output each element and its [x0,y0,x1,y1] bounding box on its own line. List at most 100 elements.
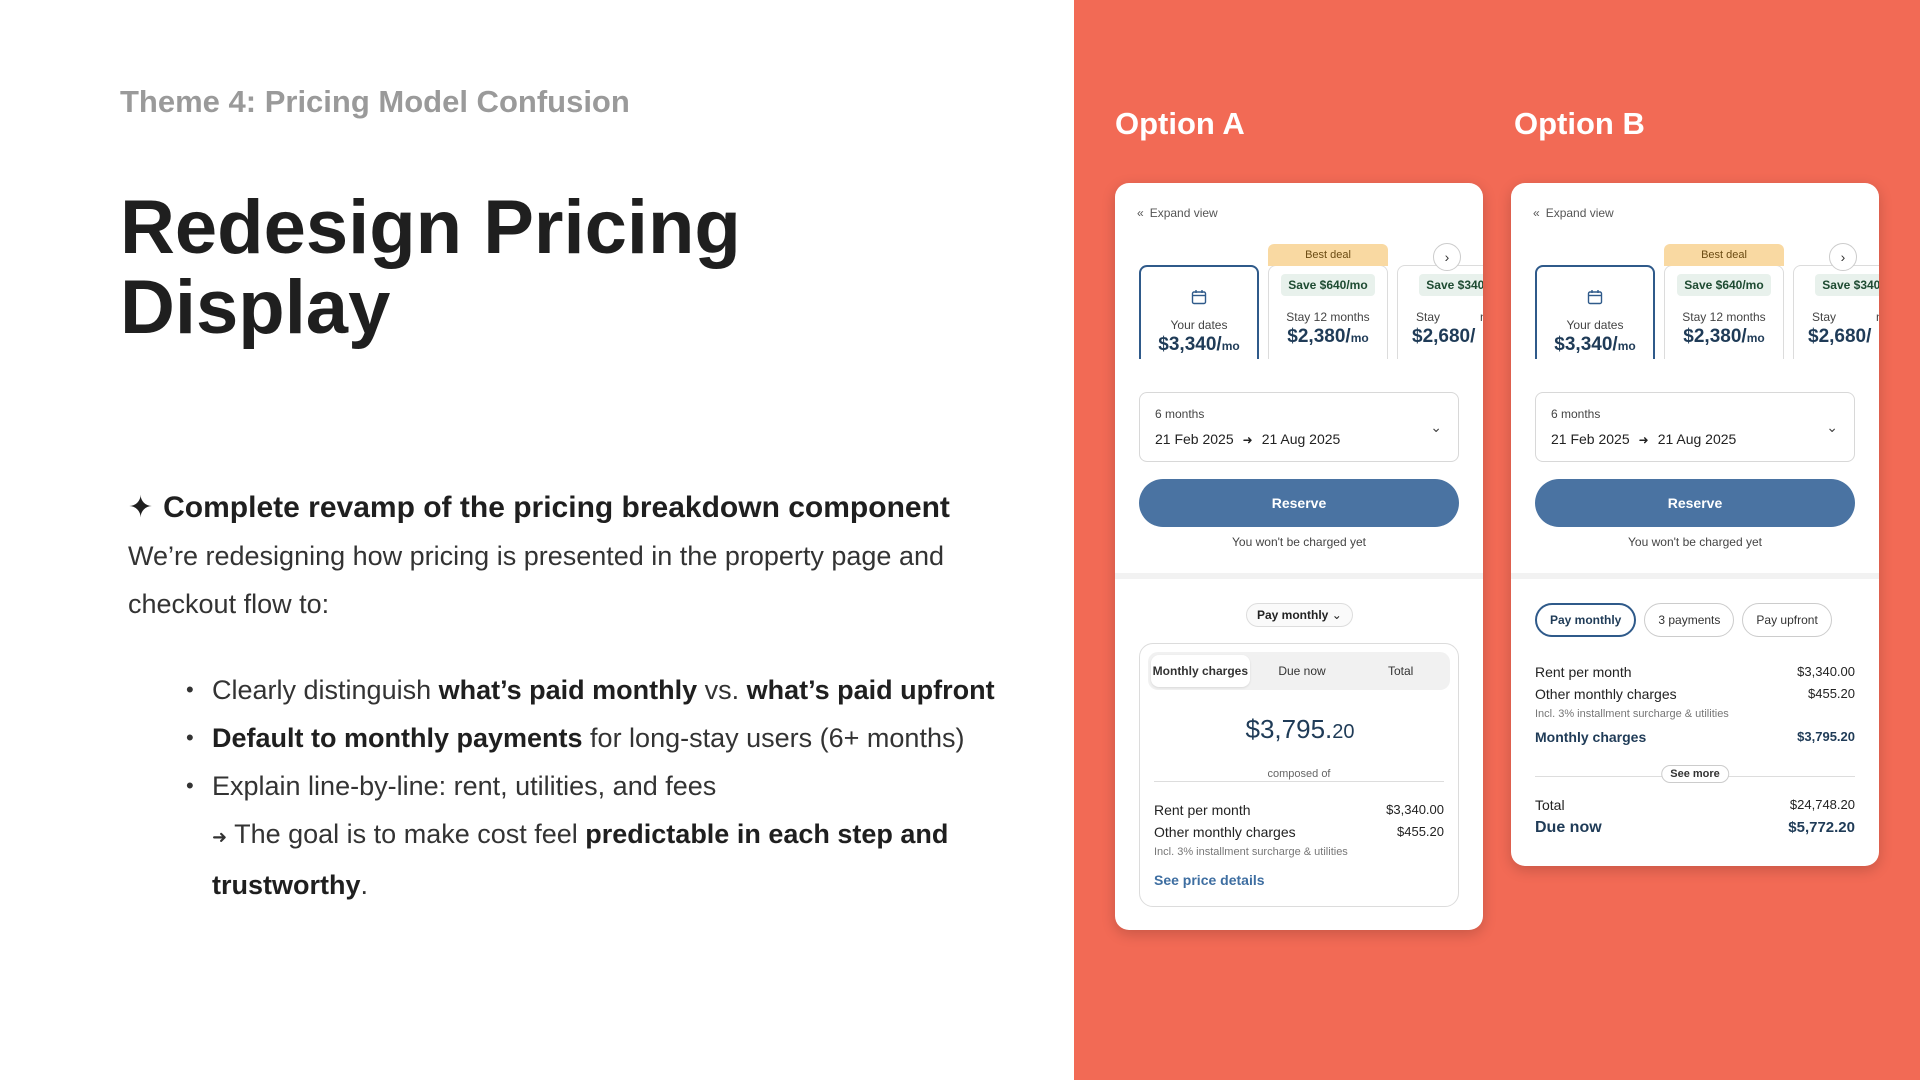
rent-value: $3,340.00 [1797,664,1855,679]
other-charges-label: Other monthly charges [1154,824,1296,840]
double-chevron-left-icon: « [1533,206,1540,220]
bullet-text: Clearly distinguish [212,675,439,705]
expand-view-link[interactable]: « Expand view [1533,206,1614,220]
rent-row: Rent per month $3,340.00 [1154,802,1444,818]
pay-monthly-dropdown[interactable]: Pay monthly ⌄ [1246,603,1353,627]
other-charges-row: Other monthly charges $455.20 [1154,824,1444,840]
charges-breakdown: Monthly charges Due now Total $3,795.20 … [1139,643,1459,907]
charges-tabs: Monthly charges Due now Total [1148,652,1450,690]
other-charges-label: Other monthly charges [1535,686,1677,702]
date-range: 21 Feb 2025 ➜ 21 Aug 2025 [1551,431,1736,447]
tile-price-unit: mo [1746,331,1765,345]
due-now-label: Due now [1535,819,1602,836]
bullet-bold: Default to monthly payments [212,723,583,753]
tile-your-dates[interactable]: Your dates $3,340/mo [1535,265,1655,359]
next-tiles-button[interactable]: › [1829,243,1857,271]
tile-third-option[interactable]: Save $340/ Stay nt $2,680/ [1397,265,1483,359]
amount-cents: 20 [1332,721,1355,743]
chevron-down-icon: ⌄ [1331,608,1342,622]
date-selector[interactable]: 6 months 21 Feb 2025 ➜ 21 Aug 2025 ⌄ [1139,392,1459,462]
monthly-charges-value: $3,795.20 [1797,729,1855,744]
slide-title-line1: Redesign Pricing [120,185,741,270]
best-deal-badge: Best deal [1664,244,1784,266]
goal-text: . [360,870,369,900]
rent-label: Rent per month [1535,664,1632,680]
rent-label: Rent per month [1154,802,1251,818]
tab-total[interactable]: Total [1388,664,1414,678]
bullet-item: Explain line-by-line: rent, utilities, a… [186,762,1008,810]
tile-price-unit: mo [1350,331,1369,345]
tile-third-option[interactable]: Save $340/ Stay nt $2,680/ [1793,265,1879,359]
tile-price: $2,680/ [1808,326,1872,347]
total-label: Total [1535,797,1565,813]
duration-label: 6 months [1155,407,1205,421]
save-badge: Save $340/ [1419,274,1483,296]
goal-text: The goal is to make cost feel [227,819,586,849]
expand-view-label: Expand view [1545,206,1614,220]
total-row: Total $24,748.20 [1535,797,1855,813]
tile-price-value: $2,380/ [1683,326,1747,347]
slide-text-pane: Theme 4: Pricing Model Confusion Redesig… [0,0,1074,1080]
see-price-details-link[interactable]: See price details [1154,872,1265,888]
calendar-icon [1537,289,1653,310]
date-selector[interactable]: 6 months 21 Feb 2025 ➜ 21 Aug 2025 ⌄ [1535,392,1855,462]
no-charge-note: You won't be charged yet [1628,535,1762,549]
save-badge: Save $340/ [1815,274,1879,296]
lead-heading: ✦ Complete revamp of the pricing breakdo… [128,484,1008,532]
tile-label: Stay 12 months [1286,310,1370,324]
theme-label: Theme 4: Pricing Model Confusion [120,84,630,119]
other-charges-value: $455.20 [1397,824,1444,839]
save-badge: Save $640/mo [1677,274,1771,296]
goal-statement: ➜ The goal is to make cost feel predicta… [128,810,1008,909]
tile-price-unit: mo [1221,339,1240,353]
duration-label: 6 months [1551,407,1601,421]
reserve-button[interactable]: Reserve [1139,479,1459,527]
intro-text: We’re redesigning how pricing is present… [128,541,944,619]
composed-of-divider: composed of [1154,768,1444,782]
amount-main: $3,795. [1245,714,1333,744]
tab-pay-upfront[interactable]: Pay upfront [1742,603,1832,637]
tile-12-months[interactable]: Best deal Save $640/mo Stay 12 months $2… [1664,244,1784,359]
next-tiles-button[interactable]: › [1433,243,1461,271]
other-charges-row: Other monthly charges $455.20 [1535,686,1855,702]
date-to: 21 Aug 2025 [1261,431,1341,447]
sparkle-icon: ✦ [128,491,154,524]
tab-due-now[interactable]: Due now [1278,664,1326,678]
tile-label: Your dates [1566,318,1624,332]
see-more-button[interactable]: See more [1661,765,1729,783]
reserve-button[interactable]: Reserve [1535,479,1855,527]
tile-price: $3,340/mo [1537,334,1653,356]
payment-plan-tabs: Pay monthly 3 payments Pay upfront [1535,603,1832,637]
arrow-right-icon: ➜ [212,827,228,847]
pay-monthly-label: Pay monthly [1257,608,1329,622]
goal-bold: predictable in each step and trustworthy [212,819,949,900]
date-to: 21 Aug 2025 [1657,431,1737,447]
due-now-value: $5,772.20 [1788,819,1855,836]
tile-label: Your dates [1170,318,1228,332]
tile-price: $3,340/mo [1141,334,1257,356]
tile-price: $2,680/ [1412,326,1476,347]
date-from: 21 Feb 2025 [1155,431,1234,447]
bullet-item: Default to monthly payments for long-sta… [186,714,1008,762]
slide-content: ✦ Complete revamp of the pricing breakdo… [128,484,1008,909]
rent-value: $3,340.00 [1386,802,1444,817]
tile-price-unit: mo [1617,339,1636,353]
double-chevron-left-icon: « [1137,206,1144,220]
tab-pay-monthly[interactable]: Pay monthly [1535,603,1637,637]
tab-3-payments[interactable]: 3 payments [1644,603,1735,637]
save-badge: Save $640/mo [1281,274,1375,296]
date-from: 21 Feb 2025 [1551,431,1630,447]
tile-price-value: $3,340/ [1554,334,1618,355]
price-tiles: Your dates $3,340/mo Best deal Save $640… [1139,243,1483,359]
tile-price: $2,380/mo [1665,326,1783,348]
see-more-divider: See more [1535,763,1855,783]
bullet-list: Clearly distinguish what’s paid monthly … [128,666,1008,810]
surcharge-note: Incl. 3% installment surcharge & utiliti… [1154,846,1348,858]
monthly-charges-label: Monthly charges [1535,729,1647,745]
expand-view-link[interactable]: « Expand view [1137,206,1218,220]
tile-12-months[interactable]: Best deal Save $640/mo Stay 12 months $2… [1268,244,1388,359]
tile-your-dates[interactable]: Your dates $3,340/mo [1139,265,1259,359]
tab-monthly-charges[interactable]: Monthly charges [1151,655,1250,687]
rent-row: Rent per month $3,340.00 [1535,664,1855,680]
slide-title-line2: Display [120,265,391,350]
